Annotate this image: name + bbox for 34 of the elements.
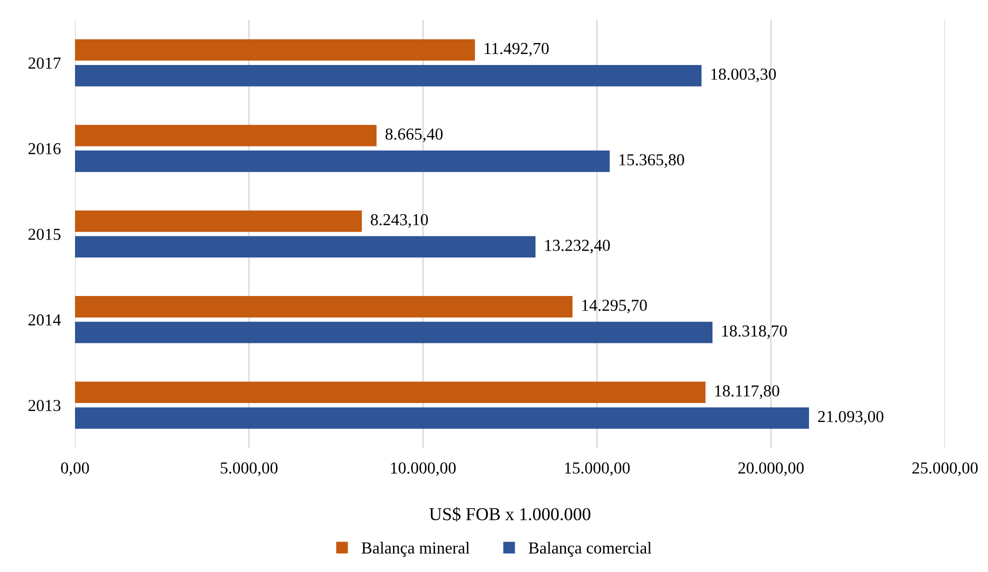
bar xyxy=(75,39,475,61)
y-tick-label: 2015 xyxy=(28,228,60,240)
y-tick-label: 2014 xyxy=(28,314,61,326)
x-axis-title: US$ FOB x 1.000.000 xyxy=(429,507,590,522)
data-label: 21.093,00 xyxy=(818,410,884,425)
bar xyxy=(75,382,706,404)
x-tick-label: 25.000,00 xyxy=(912,462,978,476)
data-label: 18.117,80 xyxy=(715,385,780,399)
legend-label: Balança mineral xyxy=(362,542,470,557)
x-tick-label: 20.000,00 xyxy=(738,462,804,476)
data-label: 15.365,80 xyxy=(620,154,684,168)
bar xyxy=(75,236,536,258)
bar xyxy=(75,210,362,232)
x-tick-label: 15.000,00 xyxy=(565,462,630,476)
bar xyxy=(75,296,572,318)
y-tick-label: 2017 xyxy=(28,58,61,69)
x-tick-label: 10.000,00 xyxy=(391,462,456,476)
bar xyxy=(75,64,702,86)
legend-label: Balança comercial xyxy=(528,542,652,557)
x-tick-label: 5.000,00 xyxy=(220,462,278,476)
bar xyxy=(75,407,810,429)
data-label: 18.318,70 xyxy=(722,325,787,340)
bar xyxy=(75,150,610,172)
data-label: 13.232,40 xyxy=(545,240,610,254)
bar xyxy=(75,322,712,344)
data-label: 14.295,70 xyxy=(582,300,647,314)
y-tick-label: 2013 xyxy=(28,400,60,412)
data-label: 8.243,10 xyxy=(370,214,428,228)
data-label: 11.492,70 xyxy=(484,42,549,57)
data-label: 18.003,30 xyxy=(711,68,776,82)
data-label: 8.665,40 xyxy=(386,128,443,142)
bar xyxy=(75,124,377,146)
y-tick-label: 2016 xyxy=(28,143,61,154)
x-tick-label: 0,00 xyxy=(61,462,89,476)
